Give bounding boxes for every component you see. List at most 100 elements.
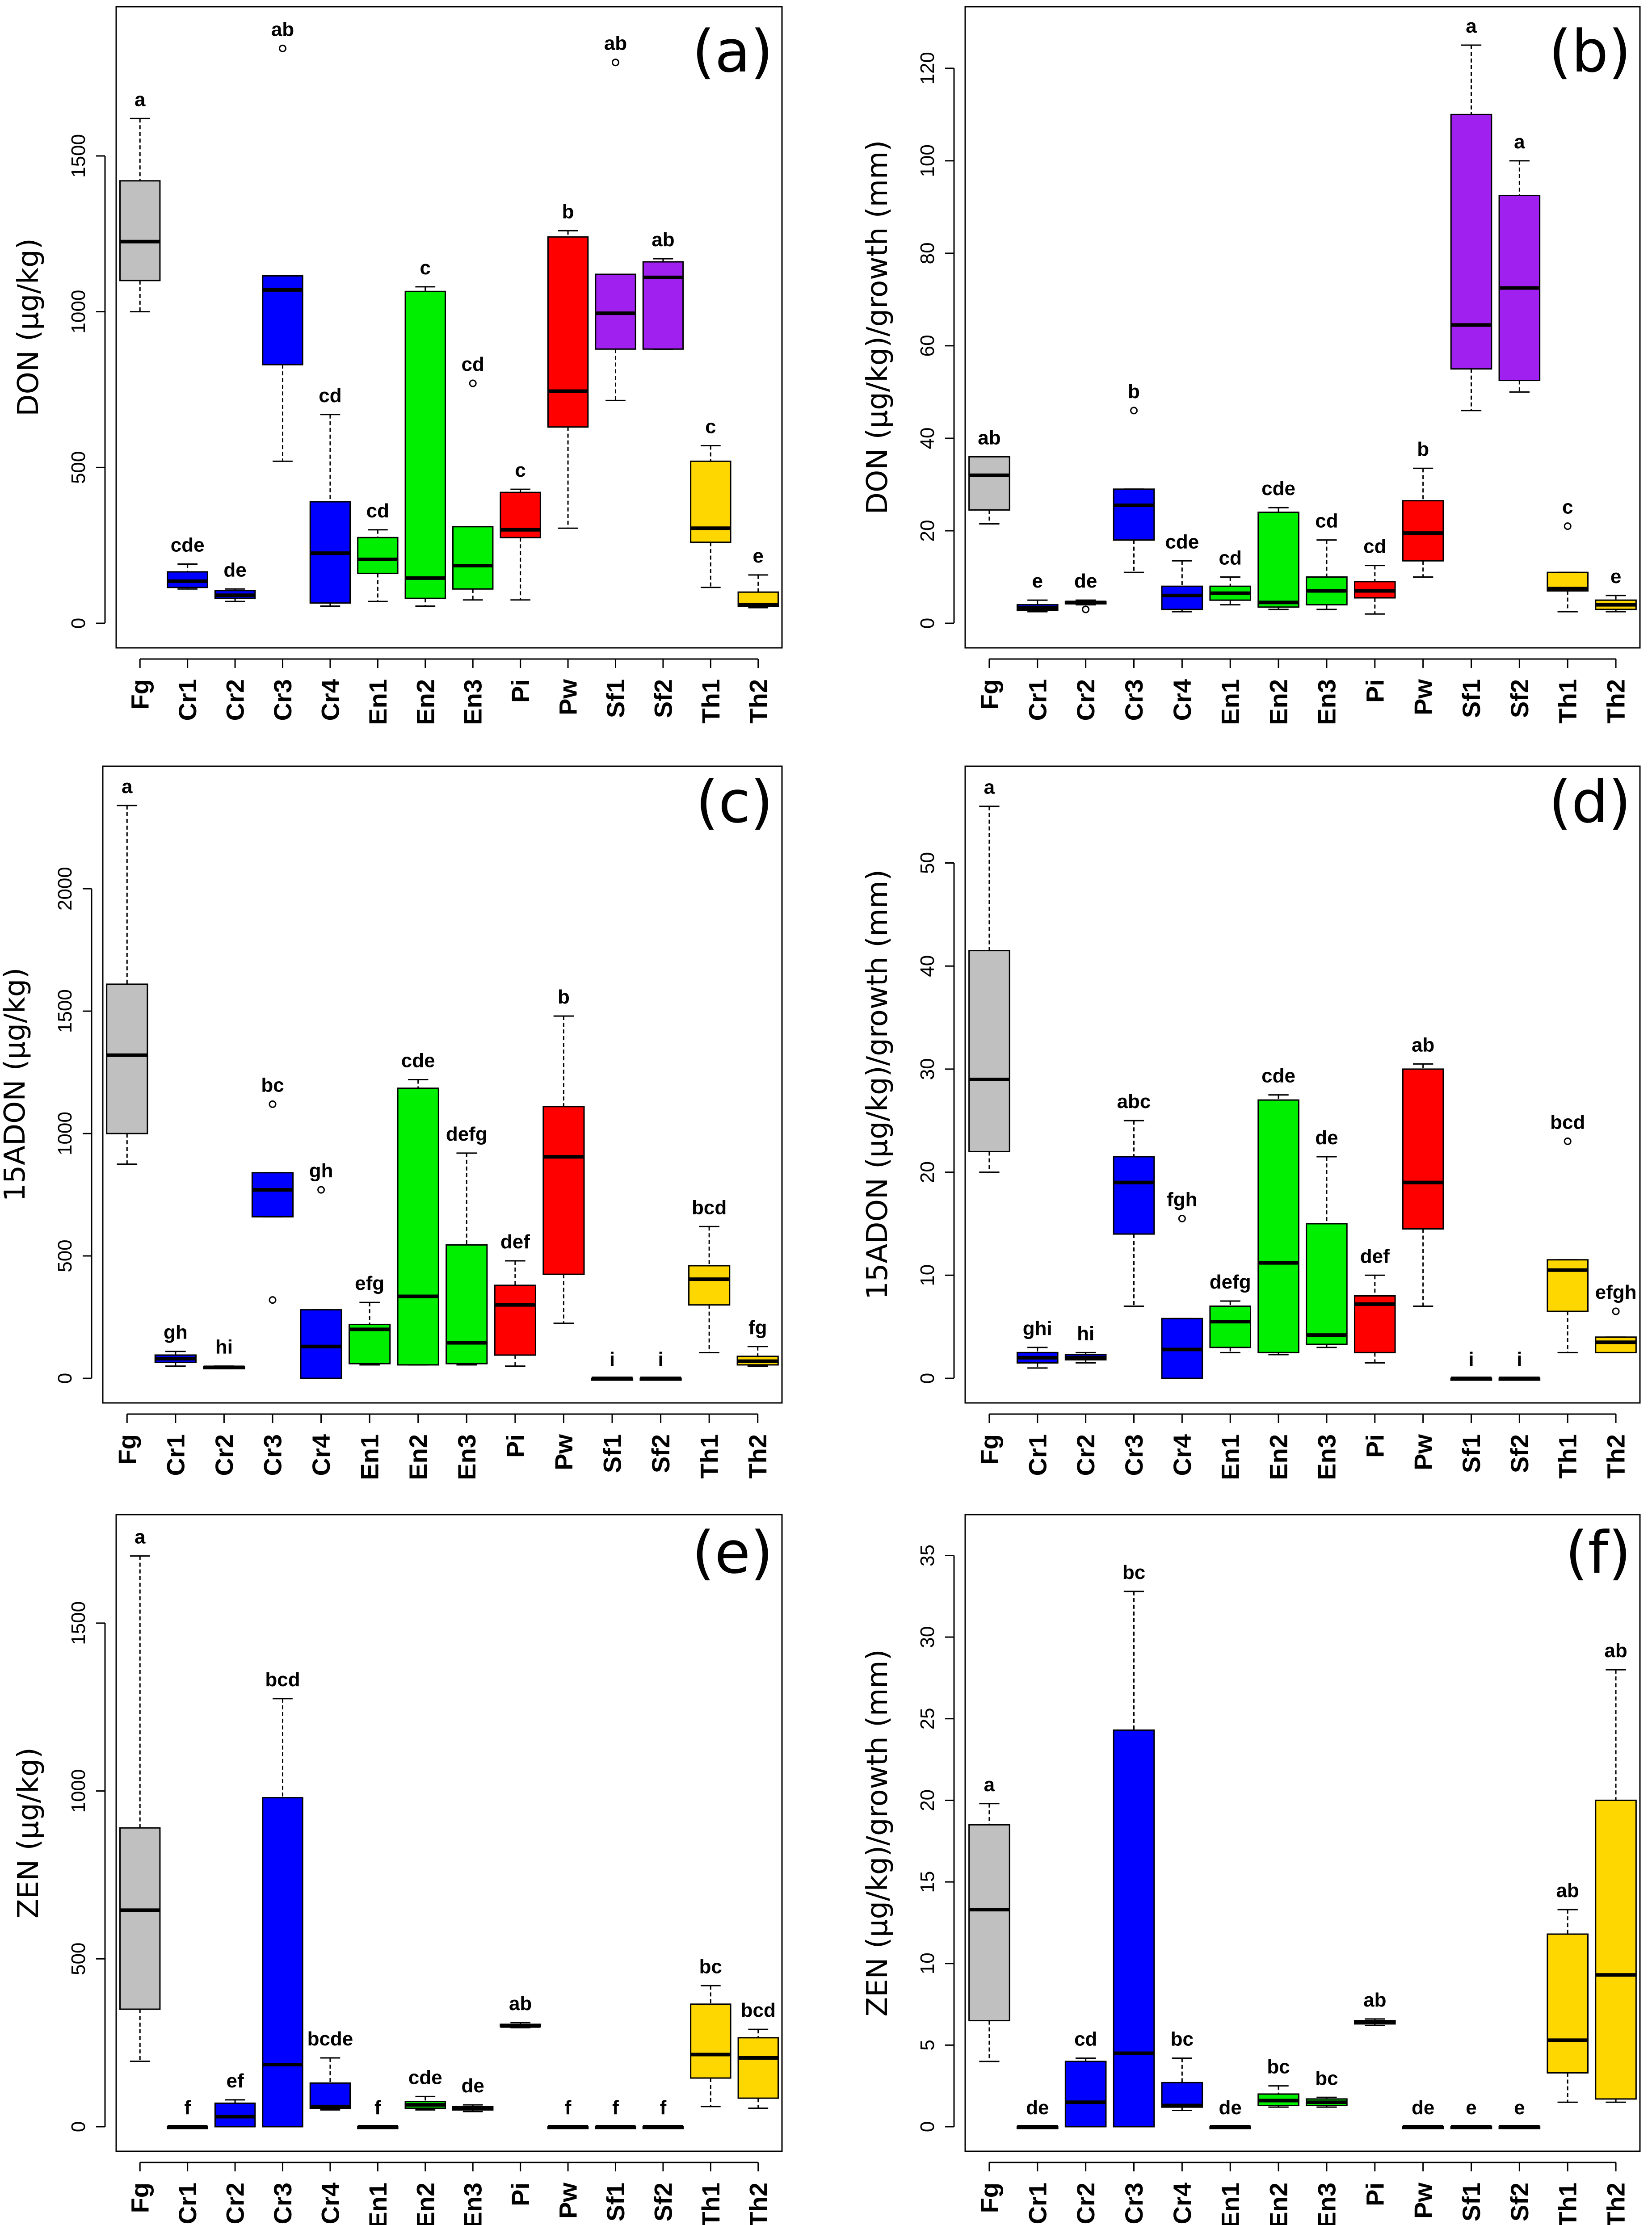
y-tick-label: 0 [67, 2121, 89, 2132]
y-tick-label: 0 [916, 2121, 938, 2132]
x-tick-label-cr2: Cr2 [221, 679, 249, 721]
x-tick-label-pi: Pi [1361, 2183, 1389, 2206]
box-pi: c [500, 459, 541, 601]
box-body [1402, 500, 1444, 562]
x-tick-label-sf1: Sf1 [598, 1434, 626, 1473]
box-body [1113, 1729, 1155, 2128]
x-tick-label-sf1: Sf1 [601, 2183, 630, 2221]
x-tick-label-cr1: Cr1 [173, 679, 202, 721]
box-body [452, 526, 494, 590]
box-body [1257, 512, 1299, 608]
significance-label: a [1466, 15, 1477, 37]
significance-label: cd [1363, 536, 1386, 558]
x-tick-label-cr2: Cr2 [1072, 679, 1100, 721]
x-tick-label-th1: Th1 [697, 679, 725, 724]
box-en3: de [452, 2075, 494, 2112]
x-axis: Fg Cr1 Cr2 Cr3 Cr4 En1 En2 En3 Pi Pw Sf1 Sf2 Th1 Th2 [975, 658, 1630, 725]
box-pi: ab [500, 1993, 541, 2028]
y-axis: 0 10 20 30 40 50 [916, 852, 955, 1384]
box-en1: f [357, 2097, 399, 2129]
x-tick-label-th1: Th1 [695, 1434, 723, 1479]
significance-label: bcd [741, 1999, 776, 2021]
significance-label: bcd [1550, 1111, 1585, 1133]
box-body [262, 1797, 303, 2128]
box-cr1: cde [167, 534, 208, 590]
plot-frame [964, 6, 1641, 649]
box-cr3: bc [251, 1074, 294, 1304]
y-tick-label: 0 [916, 618, 938, 629]
y-tick-label: 80 [916, 242, 938, 264]
y-axis-title: 15ADON (µg/kg)/growth (mm) [861, 869, 894, 1300]
x-tick-label-en1: En1 [1216, 2183, 1244, 2225]
x-tick-label-fg: Fg [113, 1434, 141, 1465]
box-body [397, 1087, 439, 1366]
y-axis: 0 20 40 60 80 100 120 [916, 52, 955, 629]
x-tick-label-fg: Fg [975, 1434, 1003, 1465]
x-tick-label-en3: En3 [459, 679, 487, 725]
y-axis-title: DON (µg/kg)/growth (mm) [861, 140, 894, 515]
box-en2: cde [1257, 1065, 1299, 1356]
significance-label: cde [401, 1050, 435, 1072]
box-cr2: de [1064, 570, 1107, 613]
box-en3: defg [446, 1123, 488, 1366]
x-tick-label-cr4: Cr4 [316, 679, 344, 721]
x-tick-label-cr3: Cr3 [269, 679, 297, 721]
significance-label: bc [699, 1956, 722, 1977]
y-tick-label: 1500 [54, 989, 76, 1033]
significance-label: cd [1219, 547, 1242, 569]
outlier-point [1564, 1137, 1572, 1145]
significance-label: b [1128, 381, 1140, 403]
y-tick-label: 0 [67, 618, 89, 629]
x-axis: Fg Cr1 Cr2 Cr3 Cr4 En1 En2 En3 Pi Pw Sf1 Sf2 Th1 Th2 [126, 2162, 772, 2225]
significance-label: ab [652, 229, 674, 251]
significance-label: b [562, 201, 574, 222]
x-tick-label-en3: En3 [1312, 2183, 1341, 2225]
x-tick-label-en3: En3 [459, 2183, 487, 2225]
box-sf1: ab [595, 33, 636, 401]
x-tick-label-cr1: Cr1 [1023, 2183, 1051, 2224]
x-tick-label-fg: Fg [126, 2183, 154, 2213]
box-th2: fg [736, 1317, 779, 1367]
outlier-point [1564, 522, 1572, 530]
box-body [1161, 2082, 1203, 2108]
box-th1: c [1547, 496, 1589, 613]
x-tick-label-pw: Pw [1409, 1434, 1437, 1470]
panel-e: 0 500 1000 1500 ZEN (µg/kg) (e) Fg Cr1 Cr2 Cr3 Cr4… [12, 1514, 783, 2225]
box-pi: cd [1354, 536, 1396, 615]
outlier-point [279, 44, 286, 52]
box-body [968, 456, 1010, 511]
box-body [446, 1244, 488, 1364]
box-sf2: e [1498, 2097, 1541, 2129]
significance-label: ghi [1023, 1318, 1052, 1339]
plot-frame [115, 6, 783, 649]
x-tick-label-th2: Th2 [744, 679, 772, 724]
significance-label: cd [319, 385, 341, 407]
significance-label: f [374, 2097, 381, 2119]
x-tick-label-cr1: Cr1 [1023, 1434, 1051, 1476]
box-body [968, 950, 1010, 1152]
box-body [300, 1309, 342, 1379]
significance-label: ab [509, 1993, 532, 2015]
y-axis: 0 500 1000 1500 [67, 134, 106, 629]
box-en3: bc [1306, 2067, 1348, 2108]
box-body [642, 261, 684, 350]
x-tick-label-en1: En1 [1216, 679, 1244, 725]
significance-label: a [135, 88, 146, 110]
box-cr2: hi [203, 1336, 245, 1369]
box-th2: e [737, 545, 779, 609]
significance-label: bcd [265, 1669, 300, 1691]
box-pw: de [1402, 2097, 1444, 2129]
significance-label: bc [1171, 2028, 1194, 2050]
x-tick-label-cr4: Cr4 [1168, 1434, 1196, 1476]
significance-label: i [1517, 1348, 1522, 1370]
box-sf1: a [1450, 15, 1492, 411]
x-tick-label-pi: Pi [501, 1434, 529, 1458]
significance-label: bc [1315, 2067, 1338, 2089]
box-cr4: gh [300, 1160, 342, 1379]
plot-frame [964, 765, 1641, 1404]
box-sf2: a [1498, 131, 1541, 393]
box-th1: bcd [688, 1196, 731, 1353]
panel-a: 0 500 1000 1500 DON (µg/kg) (a) Fg Cr1 Cr2 Cr3 Cr4… [12, 6, 783, 725]
box-th2: bcd [737, 1999, 779, 2109]
